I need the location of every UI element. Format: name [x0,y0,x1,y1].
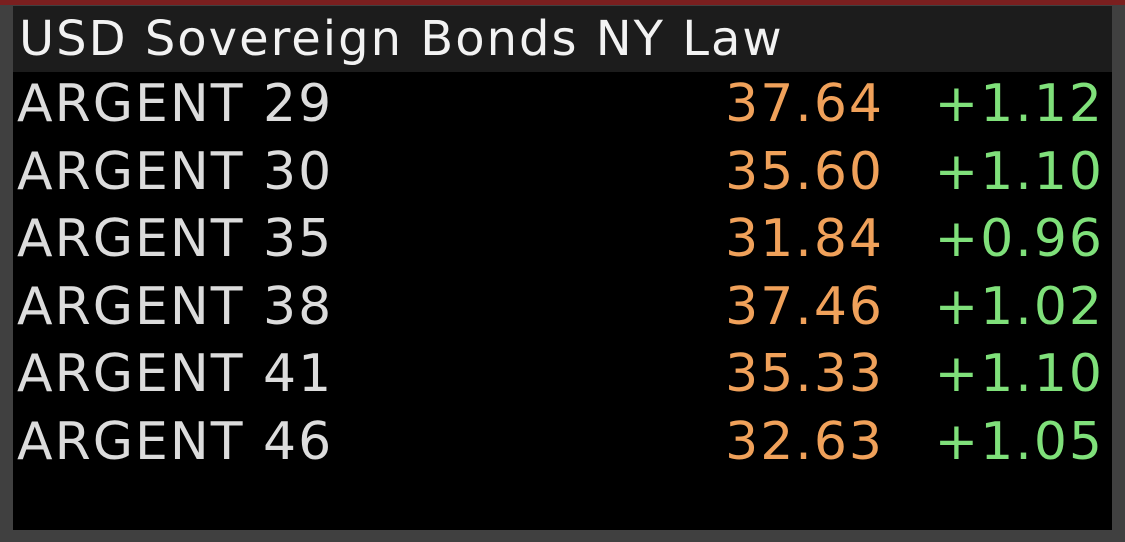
bond-name: ARGENT 46 [17,411,334,472]
change: +1.05 [934,411,1104,472]
panel: USD Sovereign Bonds NY Law ARGENT 29 37.6… [13,6,1112,530]
change: +1.02 [934,276,1104,337]
bond-row: ARGENT 30 35.60 +1.10 [13,139,1112,206]
price: 35.33 [725,344,884,404]
bond-row: ARGENT 41 35.33 +1.10 [13,341,1112,408]
bond-name: ARGENT 38 [17,276,334,337]
bond-row: ARGENT 29 37.64 +1.12 [13,71,1112,138]
top-border [0,0,1125,5]
bond-name: ARGENT 30 [17,141,334,202]
title: USD Sovereign Bonds NY Law [19,11,784,67]
price: 35.60 [725,141,884,202]
header: USD Sovereign Bonds NY Law [13,6,1112,72]
bond-row: ARGENT 35 31.84 +0.96 [13,206,1112,273]
price: 37.64 [725,74,884,134]
price: 32.63 [725,411,884,472]
bond-name: ARGENT 29 [17,74,334,134]
change: +1.12 [934,74,1104,134]
bond-row: ARGENT 46 32.63 +1.05 [13,409,1112,476]
change: +1.10 [934,141,1104,202]
bond-name: ARGENT 41 [17,344,334,404]
change: +1.10 [934,344,1104,404]
bond-name: ARGENT 35 [17,209,334,269]
change: +0.96 [934,209,1104,269]
price: 37.46 [725,276,884,337]
bond-row: ARGENT 38 37.46 +1.02 [13,274,1112,341]
price: 31.84 [725,209,884,269]
